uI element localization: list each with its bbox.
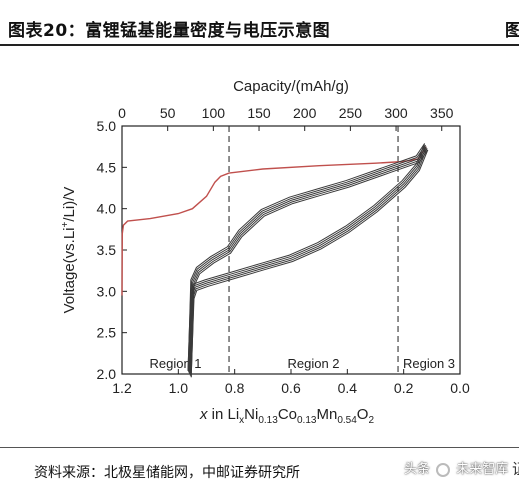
- footer-edge-fragment: 证: [512, 458, 519, 479]
- y-tick-label: 3.5: [97, 242, 117, 258]
- top-x-tick-label: 300: [384, 105, 408, 121]
- series-line: [121, 146, 427, 296]
- top-x-tick-label: 150: [247, 105, 271, 121]
- x-tick-label: 0.4: [338, 380, 358, 396]
- voltage-capacity-chart: 2.0 2.5 3.0 3.5 4.0 4.5 5.0 1.2 1.0 0.8 0.6 0.4 0.2 0…: [60, 78, 470, 426]
- top-x-tick-label: 100: [202, 105, 226, 121]
- series-line: [188, 144, 426, 373]
- series-line: [189, 146, 427, 375]
- x-tick-label: 0.8: [225, 380, 245, 396]
- footer-rule: [0, 447, 519, 448]
- series-line: [190, 149, 429, 378]
- source-note: 资料来源：北极星储能网，中邮证券研究所: [34, 465, 300, 481]
- y-tick-label: 2.0: [97, 366, 117, 382]
- watermark-name: 未来智库: [456, 462, 509, 477]
- x-tick-label: 0.0: [450, 380, 470, 396]
- top-x-tick-label: 250: [339, 105, 363, 121]
- y-tick-label: 3.0: [97, 283, 117, 299]
- watermark-prefix: 头条: [404, 462, 431, 477]
- figure-title: 图表20：富锂锰基能量密度与电压示意图: [8, 21, 331, 41]
- series-line: [187, 143, 426, 371]
- watermark: 头条 未来智库: [404, 458, 508, 477]
- series-line: [189, 146, 427, 375]
- y-tick-label: 4.0: [97, 201, 117, 217]
- x-tick-label: 1.0: [169, 380, 189, 396]
- watermark-logo-icon: [436, 462, 451, 477]
- region-label: Region 1: [149, 356, 201, 371]
- header-right-fragment: 图: [505, 21, 519, 41]
- y-tick-label: 4.5: [97, 159, 117, 175]
- y-tick-label: 2.5: [97, 325, 117, 341]
- x-axis-title: x in Lix​Ni0.13​Co0.13​Mn0.54​O2​: [199, 406, 374, 426]
- region-label: Region 3: [403, 356, 455, 371]
- region-label: Region 2: [288, 356, 340, 371]
- series-line: [187, 143, 426, 371]
- series-line: [189, 148, 428, 376]
- top-x-tick-label: 200: [293, 105, 317, 121]
- series-line: [189, 148, 428, 376]
- plot-frame: [121, 125, 461, 375]
- x-tick-label: 0.6: [281, 380, 301, 396]
- x-tick-label: 0.2: [394, 380, 414, 396]
- series-line: [188, 144, 426, 373]
- y-tick-label: 5.0: [97, 118, 117, 134]
- x-tick-label: 1.2: [112, 380, 132, 396]
- top-x-tick-label: 350: [430, 105, 454, 121]
- top-x-tick-label: 50: [160, 105, 176, 121]
- y-axis-title: Voltage(vs.Li+/Li)/V: [60, 187, 78, 314]
- top-x-tick-label: 0: [118, 105, 126, 121]
- top-axis-title: Capacity/(mAh/g): [233, 78, 349, 95]
- series-line: [190, 149, 429, 378]
- header-rule: [0, 44, 519, 46]
